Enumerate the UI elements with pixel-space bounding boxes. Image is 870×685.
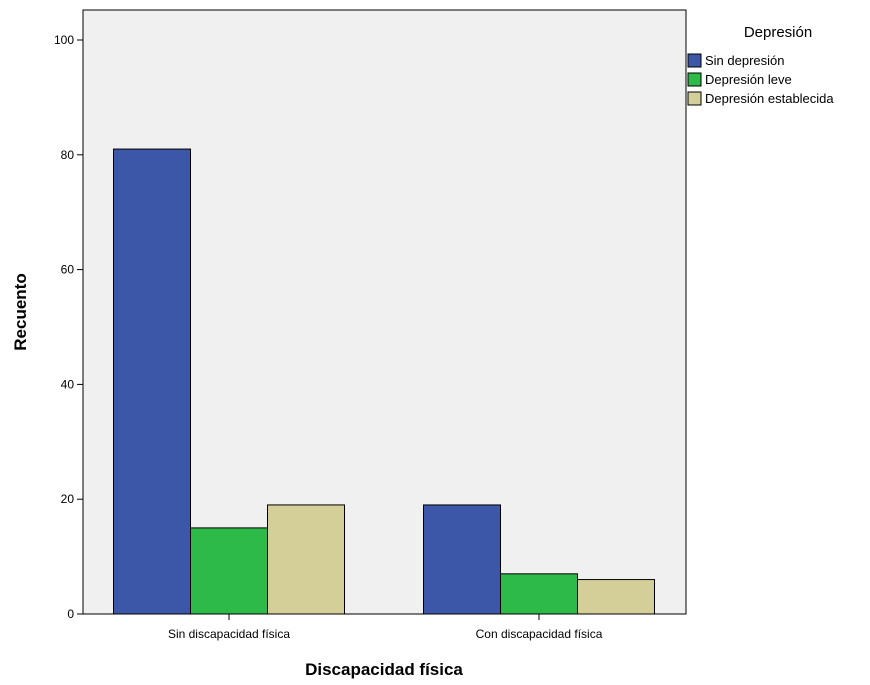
y-tick-label: 20 (61, 492, 75, 506)
x-tick-label: Sin discapacidad física (168, 627, 290, 641)
bar (577, 579, 655, 615)
y-tick-label: 100 (54, 33, 74, 47)
legend-swatch (687, 72, 702, 87)
legend-label: Depresión leve (705, 72, 792, 87)
bar (500, 573, 578, 615)
bars (113, 148, 655, 615)
y-tick-label: 80 (61, 148, 75, 162)
y-axis-title: Recuento (11, 273, 30, 350)
bar (190, 527, 268, 615)
legend-label: Depresión establecida (705, 91, 834, 106)
legend-swatch (687, 91, 702, 106)
legend: Depresión Sin depresión Depresión leve Dep… (687, 24, 834, 106)
y-axis: 0 20 40 60 80 100 (54, 33, 83, 621)
bar (423, 504, 501, 615)
legend-swatch (687, 53, 702, 68)
legend-label: Sin depresión (705, 53, 785, 68)
bar (267, 504, 345, 615)
x-axis: Sin discapacidad física Con discapacidad … (168, 614, 603, 641)
bar (113, 148, 191, 615)
x-axis-title: Discapacidad física (305, 660, 463, 679)
x-tick-label: Con discapacidad física (476, 627, 603, 641)
legend-title: Depresión (744, 24, 812, 41)
y-tick-label: 0 (67, 607, 74, 621)
y-tick-label: 40 (61, 377, 75, 391)
y-tick-label: 60 (61, 263, 75, 277)
